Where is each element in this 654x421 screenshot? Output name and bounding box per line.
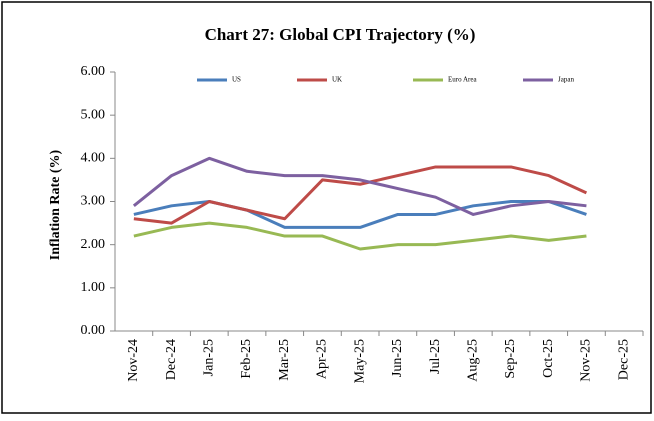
series-line (133, 221, 587, 251)
x-tick-label: Mar-25 (277, 339, 292, 381)
x-tick-label: Feb-25 (239, 339, 254, 379)
y-axis-label: Inflation Rate (%) (48, 149, 63, 260)
x-tick-label: Nov-24 (126, 339, 141, 382)
x-tick-label: Jan-25 (202, 339, 217, 376)
y-tick-label: 2.00 (81, 237, 106, 252)
x-tick-label: Sep-25 (503, 339, 518, 379)
x-tick-label: Oct-25 (541, 339, 556, 378)
x-tick-label: Jul-25 (428, 339, 443, 374)
legend-label: Euro Area (448, 76, 477, 84)
x-tick-label: Dec-25 (616, 339, 631, 380)
chart-title: Chart 27: Global CPI Trajectory (%) (205, 25, 476, 44)
y-tick-label: 4.00 (81, 151, 106, 166)
x-tick-label: Nov-25 (579, 339, 594, 382)
y-tick-label: 1.00 (81, 280, 106, 295)
x-tick-label: Apr-25 (315, 339, 330, 379)
x-tick-label: Jun-25 (390, 339, 405, 377)
x-tick-label: Dec-24 (164, 339, 179, 380)
y-tick-label: 0.00 (81, 323, 106, 338)
series-line (132, 156, 587, 216)
y-tick-label: 3.00 (81, 194, 106, 209)
legend-label: Japan (558, 76, 574, 84)
y-tick-label: 5.00 (81, 107, 106, 122)
x-tick-label: May-25 (352, 339, 367, 383)
chart-frame (1, 1, 652, 414)
y-tick-label: 6.00 (81, 64, 106, 79)
series-line (133, 165, 588, 225)
legend-label: UK (332, 76, 342, 84)
x-tick-label: Aug-25 (466, 339, 481, 382)
legend-label: US (232, 76, 241, 84)
